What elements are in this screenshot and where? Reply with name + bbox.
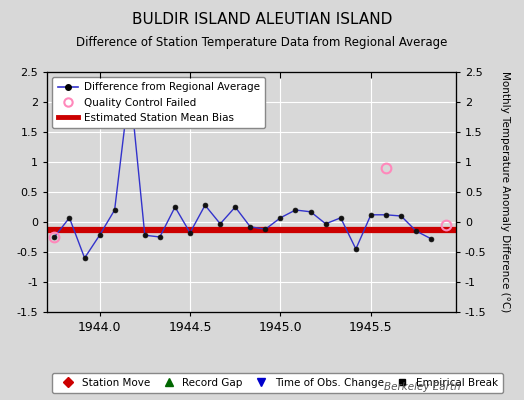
Text: Difference of Station Temperature Data from Regional Average: Difference of Station Temperature Data f…	[77, 36, 447, 49]
Text: Berkeley Earth: Berkeley Earth	[385, 382, 461, 392]
Legend: Station Move, Record Gap, Time of Obs. Change, Empirical Break: Station Move, Record Gap, Time of Obs. C…	[52, 373, 504, 393]
Y-axis label: Monthly Temperature Anomaly Difference (°C): Monthly Temperature Anomaly Difference (…	[500, 71, 510, 313]
Text: BULDIR ISLAND ALEUTIAN ISLAND: BULDIR ISLAND ALEUTIAN ISLAND	[132, 12, 392, 27]
